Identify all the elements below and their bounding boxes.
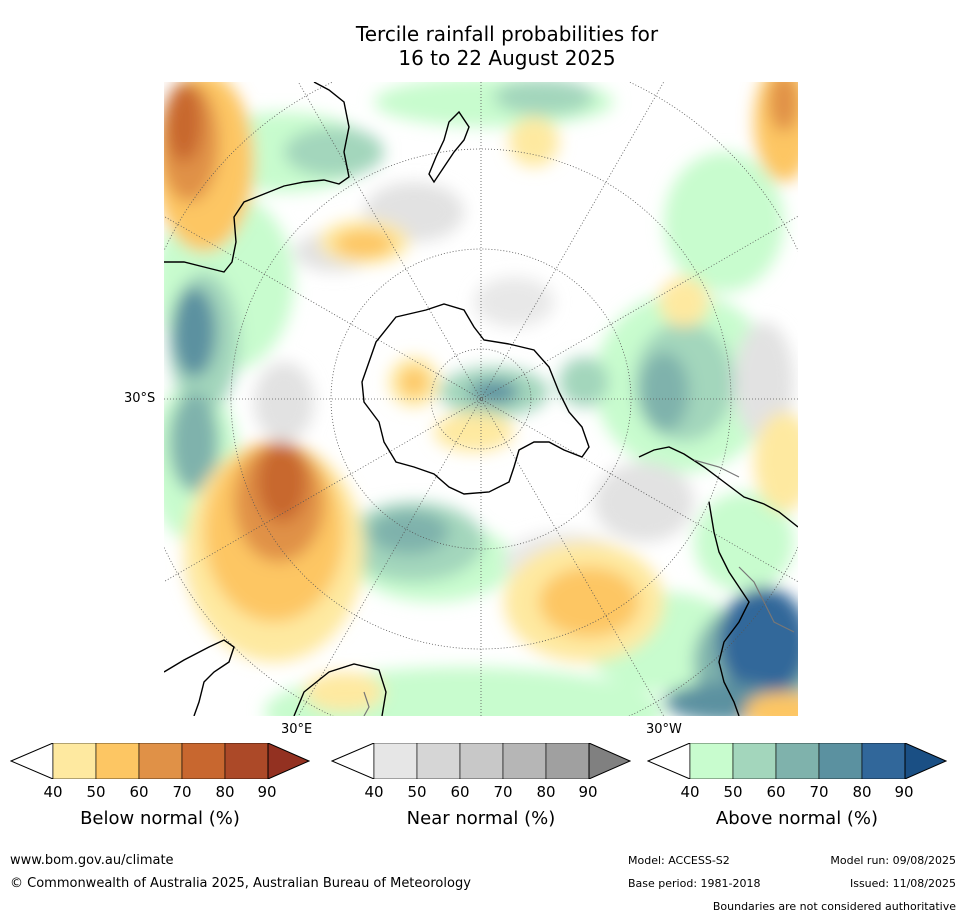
- colorbar-near-bin-1: [416, 743, 461, 779]
- colorbar-below-bin-1: [95, 743, 140, 779]
- tick-above-70: 70: [809, 783, 829, 801]
- footer-disclaimer: Boundaries are not considered authoritat…: [712, 900, 956, 913]
- graticule: [164, 82, 798, 716]
- tick-near-80: 80: [536, 783, 556, 801]
- colorbar-below-bin-3: [181, 743, 226, 779]
- colorbar-above-bin-2: [775, 743, 820, 779]
- colorbar-above-bin-0: [689, 743, 734, 779]
- colorbar-near-label: Near normal (%): [406, 808, 556, 829]
- map-svg: [164, 82, 798, 716]
- colorbar-above-upper-extend: [904, 743, 947, 779]
- tick-below-90: 90: [257, 783, 277, 801]
- colorbar-above-bin-4: [861, 743, 906, 779]
- colorbar-below-bin-4: [224, 743, 269, 779]
- ticks-below: 40 50 60 70 80 90: [10, 783, 310, 803]
- colorbar-near-bin-0: [373, 743, 418, 779]
- colorbar-near-upper-extend: [588, 743, 631, 779]
- colorbar-above-bin-1: [732, 743, 777, 779]
- tick-near-50: 50: [407, 783, 427, 801]
- colorbar-above-lower-extend: [647, 743, 691, 779]
- footer-issued: Issued: 11/08/2025: [849, 877, 956, 890]
- tick-near-90: 90: [578, 783, 598, 801]
- colorbar-above-label: Above normal (%): [715, 808, 879, 829]
- lon-label-30e: 30°E: [281, 722, 313, 737]
- colorbar-below-upper-extend: [267, 743, 310, 779]
- tick-below-60: 60: [129, 783, 149, 801]
- tick-above-90: 90: [894, 783, 914, 801]
- colorbar-below-bin-0: [52, 743, 97, 779]
- colorbar-near-svg: [331, 743, 631, 779]
- colorbar-near-bin-4: [545, 743, 590, 779]
- lat-label-30s: 30°S: [124, 391, 156, 406]
- tick-near-70: 70: [493, 783, 513, 801]
- probability-fields: [164, 82, 798, 716]
- tick-above-50: 50: [723, 783, 743, 801]
- footer-model-run: Model run: 09/08/2025: [830, 854, 956, 867]
- lon-label-30w: 30°W: [646, 722, 682, 737]
- colorbar-below-svg: [10, 743, 310, 779]
- tick-below-70: 70: [172, 783, 192, 801]
- tick-near-40: 40: [364, 783, 384, 801]
- footer-copyright: © Commonwealth of Australia 2025, Austra…: [10, 876, 471, 891]
- polar-map: [164, 82, 798, 716]
- colorbar-above-svg: [647, 743, 947, 779]
- colorbar-below-lower-extend: [10, 743, 54, 779]
- colorbar-near-bin-3: [502, 743, 547, 779]
- tick-above-60: 60: [766, 783, 786, 801]
- tick-above-80: 80: [852, 783, 872, 801]
- tick-below-40: 40: [43, 783, 63, 801]
- tick-below-80: 80: [215, 783, 235, 801]
- colorbar-above: [647, 743, 947, 779]
- map-title: Tercile rainfall probabilities for 16 to…: [0, 22, 965, 70]
- colorbar-near: [331, 743, 631, 779]
- ticks-near: 40 50 60 70 80 90: [331, 783, 631, 803]
- ticks-above: 40 50 60 70 80 90: [647, 783, 947, 803]
- tick-below-50: 50: [86, 783, 106, 801]
- tick-above-40: 40: [680, 783, 700, 801]
- footer-base-period: Base period: 1981-2018: [628, 877, 761, 890]
- footer-url: www.bom.gov.au/climate: [10, 853, 174, 868]
- tick-near-60: 60: [450, 783, 470, 801]
- borders: [363, 459, 795, 716]
- footer-model: Model: ACCESS-S2: [628, 854, 730, 867]
- colorbar-near-bin-2: [459, 743, 504, 779]
- colorbar-near-lower-extend: [331, 743, 375, 779]
- colorbar-below-bin-2: [138, 743, 183, 779]
- coastlines: [164, 82, 798, 716]
- colorbar-below: [10, 743, 310, 779]
- title-line-2: 16 to 22 August 2025: [398, 46, 616, 70]
- colorbar-below-label: Below normal (%): [80, 808, 240, 829]
- colorbar-above-bin-3: [818, 743, 863, 779]
- title-line-1: Tercile rainfall probabilities for: [355, 22, 659, 46]
